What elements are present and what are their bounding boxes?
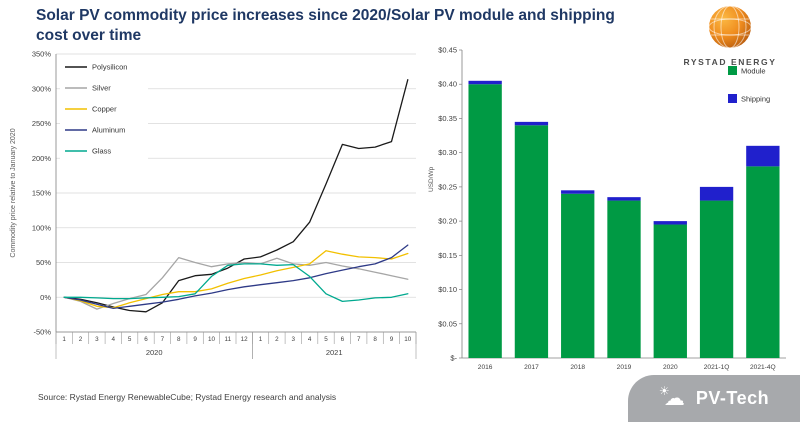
svg-text:2: 2 [79, 336, 83, 343]
svg-text:2021: 2021 [326, 348, 343, 357]
svg-text:2021-1Q: 2021-1Q [704, 364, 730, 371]
module-shipping-bar-chart: USD/Wp $- $0.05 $0.10 $0.15 $0.20 $0.25 $0.30 $0… [424, 38, 792, 391]
svg-text:8: 8 [177, 336, 181, 343]
svg-text:Commodity price relative to Ja: Commodity price relative to January 2020 [10, 128, 17, 257]
svg-text:4: 4 [308, 336, 312, 343]
svg-text:6: 6 [144, 336, 148, 343]
bar-chart-svg: USD/Wp $- $0.05 $0.10 $0.15 $0.20 $0.25 $0.30 $0… [428, 46, 786, 371]
pvtech-logo: ☀ ☁ PV-Tech [628, 375, 800, 422]
svg-text:5: 5 [128, 336, 132, 343]
svg-text:$0.15: $0.15 [438, 251, 457, 260]
rystad-globe-icon [708, 5, 752, 49]
svg-text:150%: 150% [32, 189, 52, 198]
svg-text:10: 10 [404, 336, 412, 343]
svg-text:$0.05: $0.05 [438, 319, 457, 328]
svg-text:Aluminum: Aluminum [92, 126, 125, 135]
svg-text:3: 3 [95, 336, 99, 343]
line-chart-svg: Commodity price relative to January 2020… [10, 50, 417, 359]
svg-text:$0.20: $0.20 [438, 217, 457, 226]
svg-text:250%: 250% [32, 119, 52, 128]
svg-text:2020: 2020 [146, 348, 163, 357]
svg-text:$0.45: $0.45 [438, 46, 457, 55]
svg-text:2021-4Q: 2021-4Q [750, 364, 776, 371]
svg-text:2017: 2017 [524, 364, 539, 371]
svg-text:2: 2 [275, 336, 279, 343]
svg-text:Silver: Silver [92, 84, 111, 93]
svg-text:5: 5 [324, 336, 328, 343]
svg-text:10: 10 [208, 336, 216, 343]
pvtech-wordmark: PV-Tech [695, 388, 770, 408]
svg-text:3: 3 [292, 336, 296, 343]
svg-text:300%: 300% [32, 84, 52, 93]
svg-text:USD/Wp: USD/Wp [428, 166, 435, 192]
svg-text:4: 4 [112, 336, 116, 343]
svg-text:$0.35: $0.35 [438, 114, 457, 123]
svg-text:6: 6 [341, 336, 345, 343]
svg-text:Copper: Copper [92, 105, 117, 114]
svg-text:1: 1 [259, 336, 263, 343]
svg-text:12: 12 [241, 336, 249, 343]
svg-text:2020: 2020 [663, 364, 678, 371]
svg-text:$-: $- [450, 354, 457, 363]
svg-text:50%: 50% [36, 258, 51, 267]
svg-text:-50%: -50% [33, 328, 51, 337]
svg-text:350%: 350% [32, 50, 52, 59]
rystad-energy-wordmark: RYSTAD ENERGY [683, 57, 777, 67]
svg-text:11: 11 [225, 336, 232, 343]
svg-text:Module: Module [741, 67, 766, 76]
svg-text:0%: 0% [40, 293, 51, 302]
svg-text:$0.40: $0.40 [438, 80, 457, 89]
svg-text:8: 8 [373, 336, 377, 343]
rystad-energy-logo: RYSTAD ENERGY [674, 4, 786, 67]
svg-text:2018: 2018 [570, 364, 585, 371]
svg-text:9: 9 [390, 336, 394, 343]
svg-text:100%: 100% [32, 223, 52, 232]
svg-text:$0.10: $0.10 [438, 285, 457, 294]
svg-text:$0.25: $0.25 [438, 182, 457, 191]
svg-text:1: 1 [62, 336, 66, 343]
page-title: Solar PV commodity price increases since… [36, 7, 615, 45]
svg-text:9: 9 [193, 336, 197, 343]
svg-text:2016: 2016 [478, 364, 493, 371]
svg-text:200%: 200% [32, 154, 52, 163]
svg-text:7: 7 [161, 336, 165, 343]
svg-text:Shipping: Shipping [741, 95, 770, 104]
commodity-price-line-chart: Commodity price relative to January 2020… [6, 44, 424, 383]
source-note: Source: Rystad Energy RenewableCube; Rys… [38, 392, 337, 402]
svg-text:Polysilicon: Polysilicon [92, 63, 127, 72]
svg-text:$0.30: $0.30 [438, 148, 457, 157]
svg-text:Glass: Glass [92, 147, 111, 156]
svg-text:7: 7 [357, 336, 361, 343]
cloud-sun-icon: ☀ ☁ [658, 383, 685, 410]
svg-text:2019: 2019 [617, 364, 632, 371]
